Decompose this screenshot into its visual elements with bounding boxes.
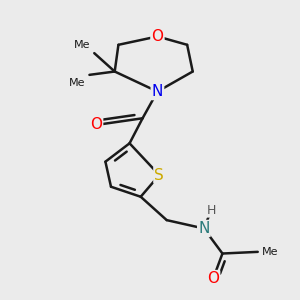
Text: Me: Me [74,40,91,50]
Text: O: O [90,118,102,133]
Text: S: S [154,167,164,182]
Text: H: H [207,204,216,217]
Text: O: O [207,271,219,286]
Text: Me: Me [262,247,278,257]
Text: O: O [152,29,164,44]
Text: N: N [198,221,210,236]
Text: Me: Me [69,77,86,88]
Text: N: N [152,84,163,99]
